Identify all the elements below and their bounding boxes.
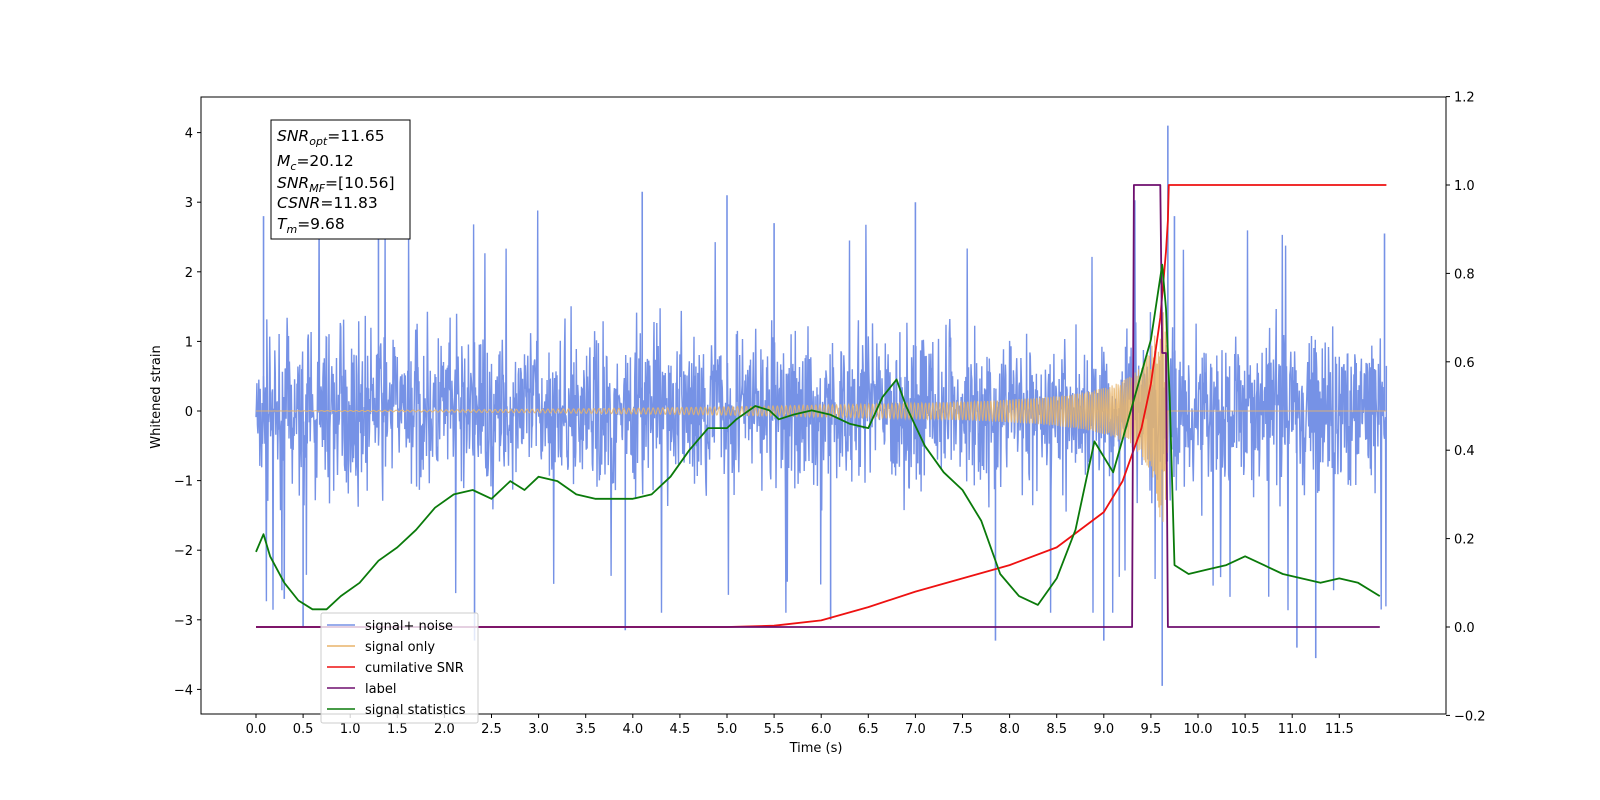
x-tick-label: 4.5 — [670, 722, 691, 737]
x-tick-label: 9.5 — [1141, 722, 1162, 737]
x-tick-label: 11.5 — [1325, 722, 1354, 737]
y2-tick-label: −0.2 — [1454, 709, 1486, 724]
annotation-line-snr-mf: SNRMF=[10.56] — [277, 174, 395, 195]
axes-frame — [200, 96, 1447, 715]
x-tick-label: 5.5 — [764, 722, 785, 737]
y2-tick-label: 0.2 — [1454, 533, 1475, 548]
x-tick-label: 7.0 — [905, 722, 926, 737]
series-cumilative-snr — [256, 184, 1387, 628]
annotation-box: SNRopt=11.65 Mc=20.12 SNRMF=[10.56] CSNR… — [270, 119, 411, 240]
legend-label-label: label — [365, 682, 396, 697]
y-tick-label: 1 — [185, 335, 193, 350]
annotation-line-tm: Tm=9.68 — [277, 215, 345, 236]
x-tick-label: 8.5 — [1046, 722, 1067, 737]
y2-tick-label: 0.4 — [1454, 444, 1475, 459]
y-tick-label: −3 — [174, 614, 193, 629]
y-tick-label: 4 — [185, 127, 193, 142]
y-tick-label: 3 — [185, 196, 193, 211]
x-tick-label: 2.5 — [481, 722, 502, 737]
x-tick-label: 4.0 — [622, 722, 643, 737]
y2-tick-label: 0.8 — [1454, 267, 1475, 282]
y-tick-label: −4 — [174, 683, 193, 698]
x-tick-label: 10.5 — [1231, 722, 1260, 737]
x-tick-label: 8.0 — [999, 722, 1020, 737]
y-tick-label: −1 — [174, 475, 193, 490]
series-signal-noise — [255, 200, 1388, 613]
legend-label-signal-only: signal only — [365, 640, 435, 655]
x-tick-label: 6.5 — [858, 722, 879, 737]
x-tick-label: 2.0 — [434, 722, 455, 737]
legend-label-signal-noise: signal+ noise — [365, 619, 453, 634]
legend-label-signal-statistics: signal statistics — [365, 703, 466, 718]
y2-tick-label: 1.0 — [1454, 179, 1475, 194]
y2-tick-label: 0.0 — [1454, 621, 1475, 636]
series-signal-statistics — [255, 263, 1381, 611]
x-tick-label: 1.5 — [387, 722, 408, 737]
y2-tick-label: 1.2 — [1454, 91, 1475, 106]
annotation-line-csnr: CSNR=11.83 — [277, 194, 378, 212]
ticks-layer: 0.0 0.5 1.0 1.5 2.0 2.5 3.0 3.5 4.0 4.5 5.0 5.5 6.0 6… — [174, 91, 1486, 737]
x-tick-label: 3.0 — [528, 722, 549, 737]
x-tick-label: 6.0 — [811, 722, 832, 737]
y-axis-label: Whitened strain — [149, 345, 164, 448]
y-tick-label: 2 — [185, 266, 193, 281]
x-tick-label: 3.5 — [575, 722, 596, 737]
legend: signal+ noise signal only cumilative SNR… — [320, 612, 479, 724]
x-tick-label: 9.0 — [1093, 722, 1114, 737]
y-tick-label: 0 — [185, 405, 193, 420]
x-tick-label: 10.0 — [1184, 722, 1213, 737]
x-tick-label: 5.0 — [717, 722, 738, 737]
annotation-line-mc: Mc=20.12 — [277, 152, 354, 173]
line-series-layer — [255, 184, 1387, 628]
x-tick-label: 0.5 — [293, 722, 314, 737]
annotation-line-snr-opt: SNRopt=11.65 — [277, 127, 385, 148]
y2-tick-label: 0.6 — [1454, 356, 1475, 371]
x-tick-label: 1.0 — [340, 722, 361, 737]
x-tick-label: 0.0 — [246, 722, 267, 737]
legend-label-cumilative-snr: cumilative SNR — [365, 661, 464, 676]
y-tick-label: −2 — [174, 544, 193, 559]
x-tick-label: 11.0 — [1278, 722, 1307, 737]
noise-series-layer — [255, 125, 1388, 686]
x-axis-label: Time (s) — [789, 741, 843, 756]
x-tick-label: 7.5 — [952, 722, 973, 737]
